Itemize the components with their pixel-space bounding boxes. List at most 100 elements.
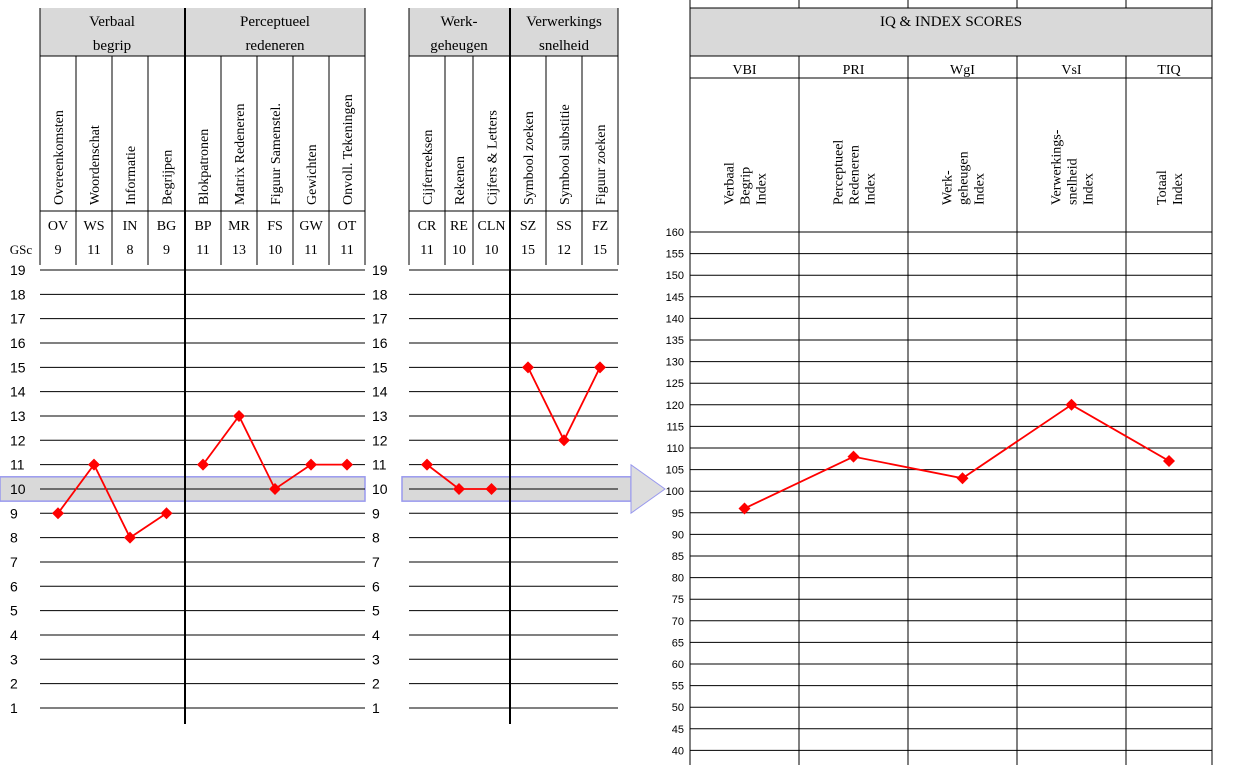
index-tick: 45: [672, 724, 684, 736]
index-tick: 70: [672, 616, 684, 628]
index-tick: 120: [666, 400, 684, 412]
gsc-tick-left: 11: [10, 457, 25, 473]
subtest-score-sz: 15: [521, 243, 535, 258]
group-label: begrip: [93, 38, 131, 54]
subtest-name-ws: Woordenschat: [88, 125, 103, 205]
gsc-tick-mid: 5: [372, 603, 380, 619]
index-name-line: Index: [1171, 173, 1186, 205]
gsc-tick-mid: 14: [372, 384, 388, 400]
gsc-tick-left: 1: [10, 700, 18, 716]
gsc-tick-left: 10: [10, 481, 26, 497]
subtest-abbr-ot: OT: [338, 219, 357, 234]
group-label: Verwerkings: [526, 14, 602, 30]
subtest-abbr-re: RE: [450, 219, 468, 234]
index-abbr-vsi: VsI: [1061, 63, 1082, 78]
index-name-line: Index: [973, 173, 988, 205]
subtest-name-mr: Matrix Redeneren: [233, 104, 248, 205]
group-label: redeneren: [245, 38, 305, 54]
index-point: [956, 472, 969, 485]
subtest-name-re: Rekenen: [453, 156, 468, 205]
subtest-point: [197, 458, 209, 471]
index-tick: 85: [672, 551, 684, 563]
subtest-point: [233, 409, 245, 422]
gsc-tick-left: 8: [10, 530, 18, 546]
index-name-line: geheugen: [957, 151, 972, 205]
subtest-point: [341, 458, 353, 471]
subtest-score-ws: 11: [87, 243, 100, 258]
index-tick: 40: [672, 745, 684, 757]
subtest-score-bg: 9: [163, 243, 170, 258]
index-tick: 115: [666, 421, 684, 433]
subtest-name-gw: Gewichten: [305, 144, 320, 205]
subtest-point: [305, 458, 317, 471]
subtest-name-in: Informatie: [124, 146, 139, 205]
group-label: geheugen: [430, 38, 488, 54]
index-tick: 155: [666, 249, 684, 261]
subtest-score-fs: 10: [268, 243, 282, 258]
gsc-tick-left: 9: [10, 505, 18, 521]
subtest-point: [269, 482, 281, 495]
index-tick: 125: [666, 378, 684, 390]
index-abbr-vbi: VBI: [732, 63, 756, 78]
gsc-tick-left: 3: [10, 651, 18, 667]
gsc-tick-left: 12: [10, 432, 26, 448]
index-name-line: Verbaal: [723, 162, 738, 205]
group-label: snelheid: [539, 38, 589, 54]
subtest-point: [88, 458, 100, 471]
index-name-line: Redeneren: [848, 145, 863, 205]
index-name-line: Werk-: [941, 170, 956, 205]
subtest-point: [124, 531, 136, 544]
gsc-tick-mid: 4: [372, 627, 380, 643]
subtest-name-ot: Onvoll. Tekeningen: [341, 94, 356, 205]
group-label: Verbaal: [89, 14, 135, 30]
gsc-tick-mid: 9: [372, 505, 380, 521]
index-tick: 140: [666, 313, 684, 325]
subtest-abbr-fz: FZ: [592, 219, 608, 234]
index-tick: 160: [666, 227, 684, 239]
gsc-tick-mid: 12: [372, 432, 388, 448]
group-label: Perceptueel: [240, 14, 310, 30]
subtest-score-cln: 10: [485, 243, 499, 258]
subtest-score-in: 8: [127, 243, 134, 258]
gsc-tick-mid: 17: [372, 311, 388, 327]
index-tick: 95: [672, 508, 684, 520]
subtest-point: [160, 507, 173, 520]
subtest-score-ov: 9: [55, 243, 62, 258]
gsc-tick-left: 17: [10, 311, 26, 327]
subtest-name-bg: Begrijpen: [161, 150, 176, 205]
subtest-score-ot: 11: [340, 243, 353, 258]
subtest-abbr-fs: FS: [267, 219, 283, 234]
index-tick: 50: [672, 702, 684, 714]
gsc-tick-mid: 1: [372, 700, 380, 716]
subtest-abbr-cr: CR: [418, 219, 437, 234]
gsc-tick-left: 2: [10, 676, 18, 692]
subtest-name-bp: Blokpatronen: [197, 129, 212, 205]
subtest-name-fz: Figuur zoeken: [594, 125, 609, 205]
index-name-line: snelheid: [1066, 158, 1081, 205]
subtest-abbr-ws: WS: [84, 219, 105, 234]
subtest-name-cln: Cijfers & Letters: [486, 110, 501, 205]
gsc-tick-left: 19: [10, 262, 26, 278]
index-point: [738, 502, 751, 515]
subtest-score-gw: 11: [304, 243, 317, 258]
subtest-abbr-cln: CLN: [478, 219, 506, 234]
subtest-abbr-bg: BG: [157, 219, 176, 234]
index-tick: 80: [672, 573, 684, 585]
index-name-line: Totaal: [1155, 170, 1170, 205]
index-tick: 105: [666, 465, 684, 477]
subtest-series-line: [527, 366, 601, 443]
index-name-line: Index: [1082, 173, 1097, 205]
subtest-name-cr: Cijferreeksen: [421, 130, 436, 205]
index-tick: 65: [672, 637, 684, 649]
subtest-name-ss: Symbool substitie: [558, 104, 573, 205]
index-tick: 150: [666, 270, 684, 282]
index-name-line: Perceptueel: [832, 140, 847, 205]
subtest-point: [558, 434, 570, 447]
index-tick: 130: [666, 357, 684, 369]
subtest-score-re: 10: [452, 243, 466, 258]
gsc-tick-mid: 6: [372, 578, 380, 594]
gsc-tick-mid: 15: [372, 359, 388, 375]
subtest-point: [421, 458, 433, 471]
subtest-score-mr: 13: [232, 243, 246, 258]
